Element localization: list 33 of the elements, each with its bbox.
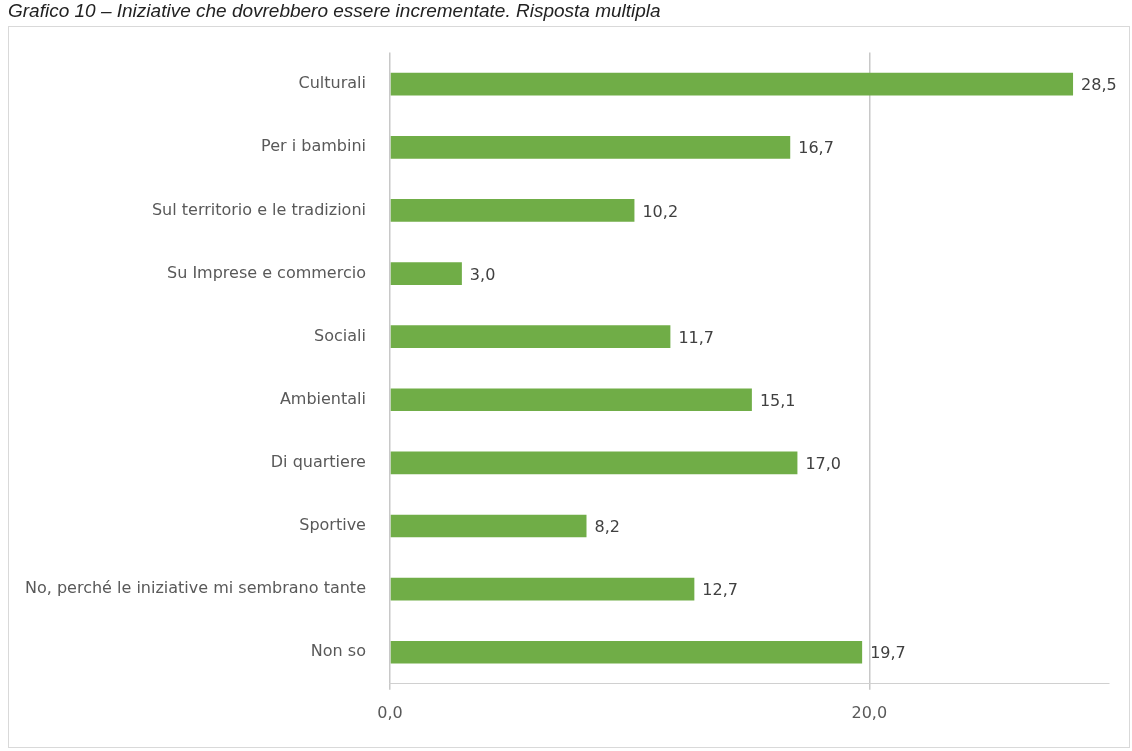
bar — [390, 262, 462, 285]
x-tick-label: 20,0 — [851, 702, 888, 722]
data-label: 3,0 — [469, 264, 496, 284]
y-tick-label: Culturali — [298, 73, 366, 93]
bar — [390, 325, 671, 348]
data-label: 10,2 — [642, 201, 679, 221]
data-label: 8,2 — [594, 517, 620, 537]
bar — [390, 388, 752, 412]
y-tick-label: Ambientali — [279, 388, 366, 408]
data-label: 11,7 — [678, 327, 715, 347]
y-tick-label: Di quartiere — [270, 452, 366, 472]
y-tick-label: Non so — [310, 641, 366, 661]
data-label: 12,7 — [702, 580, 738, 600]
bar — [390, 451, 798, 475]
data-label: 16,7 — [798, 138, 834, 158]
bar — [390, 135, 791, 159]
x-tick-label: 0,0 — [377, 702, 403, 722]
y-tick-label: Sociali — [314, 325, 366, 345]
y-tick-label: No, perché le iniziative mi sembrano tante — [25, 578, 366, 598]
bar — [390, 72, 1074, 96]
data-label: 15,1 — [759, 390, 796, 410]
data-label: 19,7 — [870, 643, 906, 663]
data-label: 28,5 — [1081, 75, 1117, 95]
data-label: 17,0 — [805, 454, 842, 474]
bar — [390, 199, 635, 222]
y-tick-label: Sportive — [299, 515, 366, 535]
bar — [390, 577, 695, 601]
y-tick-label: Su Imprese e commercio — [167, 262, 366, 282]
y-tick-label: Sul territorio e le tradizioni — [151, 199, 366, 219]
bar — [390, 514, 587, 538]
chart-title: Grafico 10 – Iniziative che dovrebbero essere incrementate. Risposta multipla — [8, 0, 661, 22]
bar — [390, 640, 863, 664]
y-tick-label: Per i bambini — [261, 136, 366, 156]
